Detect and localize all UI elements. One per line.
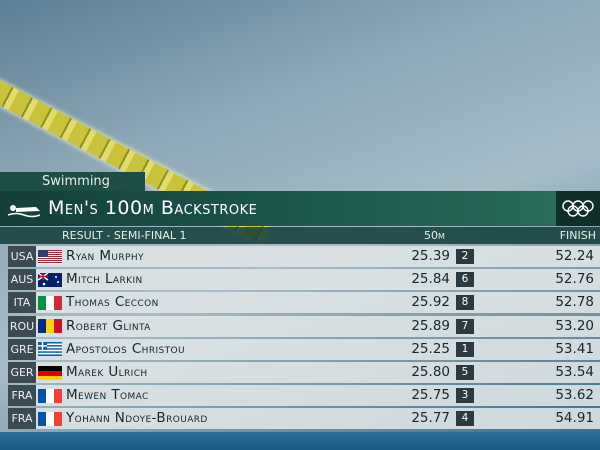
country-code: USA <box>8 246 36 267</box>
flag <box>38 388 62 403</box>
athlete-name: Apostolos Christou <box>66 340 186 357</box>
finish-time: 53.20 <box>555 317 594 334</box>
split-rank: 1 <box>456 341 474 357</box>
split-time: 25.89 <box>411 317 450 334</box>
finish-time: 52.24 <box>555 248 594 264</box>
olympic-rings <box>562 200 594 217</box>
athlete-name: Mewen Tomac <box>66 387 149 404</box>
result-row: ROU Robert Glinta 25.89 7 53.20 <box>8 315 600 337</box>
country-code: ROU <box>8 315 36 337</box>
athlete-name: Robert Glinta <box>66 317 151 334</box>
split-rank: 2 <box>456 249 474 264</box>
split-time: 25.25 <box>411 340 450 357</box>
split-time: 25.39 <box>411 248 450 264</box>
athlete-name: Thomas Ceccon <box>66 294 159 311</box>
round-label: RESULT - SEMI-FINAL 1 <box>62 229 187 242</box>
flag <box>38 249 62 264</box>
split-rank: 6 <box>456 272 474 288</box>
finish-time: 53.62 <box>555 387 594 404</box>
water <box>0 432 600 450</box>
result-row: AUS Mitch Larkin 25.84 6 52.76 <box>8 269 600 291</box>
split-rank: 5 <box>456 365 474 380</box>
finish-time: 52.78 <box>555 294 594 311</box>
sport-tab: Swimming <box>0 172 145 191</box>
finish-time: 53.54 <box>555 364 594 380</box>
finish-time: 52.76 <box>555 271 594 288</box>
flag <box>38 319 62 334</box>
finish-time: 54.91 <box>555 410 594 427</box>
column-header: FINISH <box>559 229 596 242</box>
athlete-name: Marek Ulrich <box>66 364 148 380</box>
column-header: 50m <box>424 229 445 242</box>
flag <box>38 342 62 357</box>
country-code: ITA <box>8 292 36 314</box>
country-code: FRA <box>8 385 36 407</box>
split-rank: 4 <box>456 411 474 427</box>
swimmer-icon <box>7 205 41 218</box>
flag <box>38 295 62 310</box>
split-rank: 3 <box>456 388 474 404</box>
result-row: FRA Yohann Ndoye-Brouard 25.77 4 54.91 <box>8 408 600 430</box>
split-rank: 8 <box>456 295 474 311</box>
flag <box>38 411 62 426</box>
split-time: 25.80 <box>411 364 450 380</box>
country-code: GRE <box>8 338 36 360</box>
split-rank: 7 <box>456 318 474 334</box>
result-row: ITA Thomas Ceccon 25.92 8 52.78 <box>8 292 600 314</box>
athlete-name: Ryan Murphy <box>66 248 144 264</box>
split-time: 25.92 <box>411 294 450 311</box>
event-title: Men's 100m Backstroke <box>0 191 556 226</box>
country-code: FRA <box>8 408 36 430</box>
split-time: 25.84 <box>411 271 450 288</box>
result-row: GRE Apostolos Christou 25.25 1 53.41 <box>8 338 600 360</box>
olympic-rings-box <box>556 191 600 226</box>
flag <box>38 365 62 380</box>
split-time: 25.77 <box>411 410 450 427</box>
result-row: FRA Mewen Tomac 25.75 3 53.62 <box>8 385 600 407</box>
subheader: RESULT - SEMI-FINAL 1 50m FINISH <box>0 227 600 244</box>
split-time: 25.75 <box>411 387 450 404</box>
result-row: GER Marek Ulrich 25.80 5 53.54 <box>8 362 600 383</box>
athlete-name: Mitch Larkin <box>66 271 143 288</box>
result-row: USA Ryan Murphy 25.39 2 52.24 <box>8 246 600 267</box>
country-code: GER <box>8 362 36 383</box>
country-code: AUS <box>8 269 36 291</box>
finish-time: 53.41 <box>555 340 594 357</box>
flag <box>38 272 62 287</box>
athlete-name: Yohann Ndoye-Brouard <box>66 410 208 427</box>
